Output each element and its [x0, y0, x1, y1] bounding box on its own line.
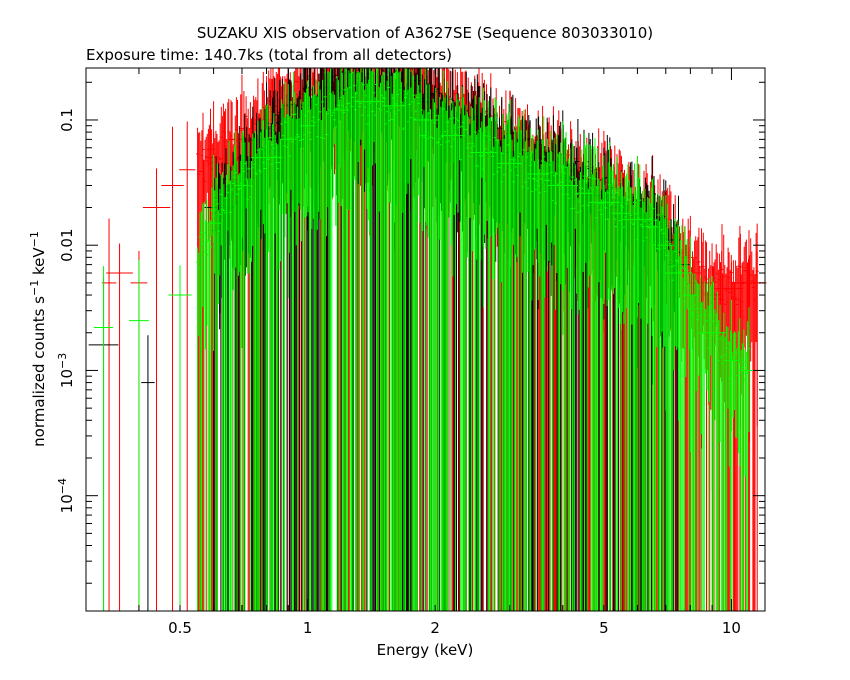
x-tick-label: 5 — [599, 619, 609, 637]
y-tick-label: 10−3 — [56, 353, 77, 388]
series-layer — [88, 67, 767, 611]
y-tick-label: 0.1 — [58, 108, 76, 132]
x-tick-label: 2 — [430, 619, 440, 637]
x-axis-label: Energy (keV) — [377, 641, 474, 659]
x-tick-label: 1 — [303, 619, 313, 637]
y-tick-label: 0.01 — [58, 229, 76, 262]
y-axis-label: normalized counts s−1 keV−1 — [28, 231, 49, 447]
ticks-layer — [85, 68, 765, 611]
series-2 — [93, 68, 761, 611]
y-tick-label: 10−4 — [56, 478, 77, 513]
chart-title: SUZAKU XIS observation of A3627SE (Seque… — [197, 24, 653, 42]
x-tick-label: 10 — [722, 619, 741, 637]
x-tick-label: 0.5 — [168, 619, 192, 637]
tick-labels: 0.5 1 2 5 10 0.1 0.01 10−3 10−4 — [56, 108, 741, 637]
chart-subtitle: Exposure time: 140.7ks (total from all d… — [86, 46, 452, 64]
plot-frame — [85, 67, 766, 612]
